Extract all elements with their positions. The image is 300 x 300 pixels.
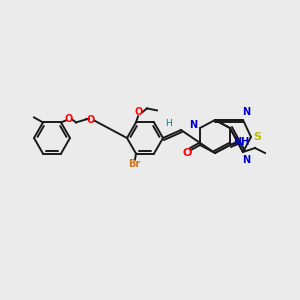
Text: N: N	[242, 155, 250, 165]
Text: O: O	[182, 148, 192, 158]
Text: O: O	[135, 107, 143, 117]
Text: S: S	[253, 132, 261, 142]
Text: N: N	[189, 120, 197, 130]
Text: Br: Br	[128, 159, 140, 169]
Text: NH: NH	[233, 137, 249, 147]
Text: H: H	[166, 119, 172, 128]
Text: O: O	[87, 116, 95, 125]
Text: O: O	[65, 114, 73, 124]
Text: N: N	[242, 107, 250, 117]
